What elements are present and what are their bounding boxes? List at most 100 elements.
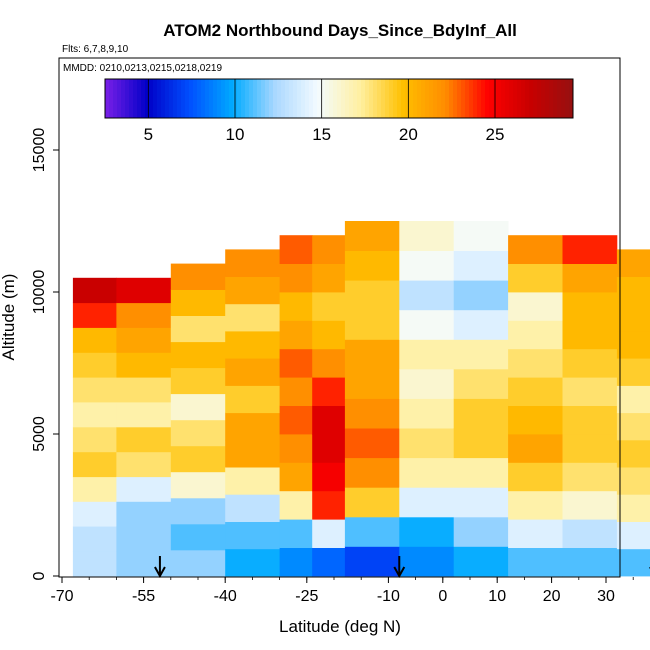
heatmap-cell	[508, 519, 563, 548]
colorbar-swatch	[417, 79, 422, 118]
heatmap-cell	[279, 434, 313, 463]
heatmap-cells	[72, 221, 650, 577]
colorbar-swatch	[129, 79, 134, 118]
x-tick-label: -10	[377, 588, 400, 605]
heatmap-cell	[116, 476, 172, 502]
heatmap-cell	[508, 462, 563, 492]
x-tick-label: -55	[132, 588, 155, 605]
heatmap-cell	[453, 398, 509, 429]
x-tick-label: 20	[543, 588, 561, 605]
colorbar-swatch	[169, 79, 174, 118]
heatmap-cell	[399, 546, 455, 577]
heatmap-cell	[508, 263, 563, 293]
heatmap-cell	[508, 490, 563, 520]
heatmap-cell	[399, 309, 455, 340]
colorbar-swatch	[397, 79, 402, 118]
colorbar-swatch	[413, 79, 418, 118]
colorbar-swatch	[121, 79, 126, 118]
colorbar-swatch	[293, 79, 298, 118]
heatmap-cell	[399, 516, 455, 547]
heatmap-cell	[562, 235, 618, 264]
heatmap-cell	[72, 476, 117, 502]
colorbar-swatch	[429, 79, 434, 118]
colorbar-swatch	[425, 79, 430, 118]
colorbar-swatch	[209, 79, 214, 118]
heatmap-cell	[562, 292, 618, 321]
heatmap-cell	[453, 457, 509, 488]
colorbar-swatch	[329, 79, 334, 118]
heatmap-cell	[344, 516, 400, 547]
heatmap-cell	[170, 367, 226, 395]
heatmap-cell	[399, 487, 455, 518]
y-tick-label: 5000	[31, 416, 48, 452]
colorbar-swatch	[185, 79, 190, 118]
x-axis: -70-55-40-25-1001020304050607080	[50, 577, 634, 605]
heatmap-cell	[312, 434, 346, 463]
heatmap-cell	[616, 249, 650, 277]
heatmap-cell	[616, 303, 650, 332]
colorbar-swatch	[253, 79, 258, 118]
heatmap-cell	[116, 426, 172, 453]
colorbar-swatch	[405, 79, 410, 118]
heatmap-cell	[116, 377, 172, 403]
heatmap-cell	[616, 548, 650, 577]
colorbar-swatch	[281, 79, 286, 118]
heatmap-cell	[616, 521, 650, 550]
colorbar-swatch	[137, 79, 142, 118]
colorbar-swatch	[261, 79, 266, 118]
colorbar-swatch	[569, 79, 574, 118]
colorbar-swatch	[249, 79, 254, 118]
colorbar-swatch	[461, 79, 466, 118]
heatmap-cell	[399, 368, 455, 399]
heatmap-cell	[453, 280, 509, 311]
heatmap-cell	[453, 339, 509, 370]
heatmap-cell	[116, 352, 172, 378]
colorbar-swatch	[473, 79, 478, 118]
colorbar-swatch	[481, 79, 486, 118]
colorbar-swatch	[141, 79, 146, 118]
heatmap-cell	[562, 490, 618, 520]
colorbar-swatch	[533, 79, 538, 118]
colorbar-swatch	[353, 79, 358, 118]
colorbar-tick-label: 5	[144, 125, 153, 144]
colorbar-swatch	[501, 79, 506, 118]
colorbar-swatch	[361, 79, 366, 118]
heatmap-cell	[116, 451, 172, 478]
colorbar-swatch	[561, 79, 566, 118]
colorbar-swatch	[153, 79, 158, 118]
heatmap-cell	[508, 377, 563, 406]
colorbar-swatch	[105, 79, 110, 118]
colorbar-swatch	[173, 79, 178, 118]
colorbar-swatch	[517, 79, 522, 118]
colorbar-swatch	[409, 79, 414, 118]
heatmap-cell	[399, 280, 455, 311]
heatmap-cell	[72, 327, 117, 353]
heatmap-cell	[170, 497, 226, 525]
chart-title: ATOM2 Northbound Days_Since_BdyInf_All	[163, 21, 517, 40]
colorbar-swatch	[505, 79, 510, 118]
heatmap-cell	[616, 439, 650, 468]
colorbar-swatch	[205, 79, 210, 118]
colorbar-swatch	[197, 79, 202, 118]
heatmap-cell	[72, 451, 117, 478]
heatmap-cell	[562, 405, 618, 435]
heatmap-cell	[616, 276, 650, 305]
heatmap-cell	[170, 393, 226, 421]
heatmap-cell	[170, 289, 226, 316]
heatmap-cell	[562, 462, 618, 492]
colorbar-swatch	[161, 79, 166, 118]
colorbar-swatch	[333, 79, 338, 118]
heatmap-cell	[453, 250, 509, 281]
colorbar-swatch	[277, 79, 282, 118]
heatmap-cell	[279, 320, 313, 350]
heatmap-cell	[225, 521, 280, 550]
heatmap-cell	[279, 235, 313, 264]
colorbar-swatch	[245, 79, 250, 118]
heatmap-cell	[344, 250, 400, 281]
heatmap-cell	[616, 412, 650, 441]
heatmap-cell	[225, 494, 280, 522]
colorbar-swatch	[545, 79, 550, 118]
colorbar-swatch	[437, 79, 442, 118]
colorbar-swatch	[557, 79, 562, 118]
x-tick-label: 30	[597, 588, 615, 605]
